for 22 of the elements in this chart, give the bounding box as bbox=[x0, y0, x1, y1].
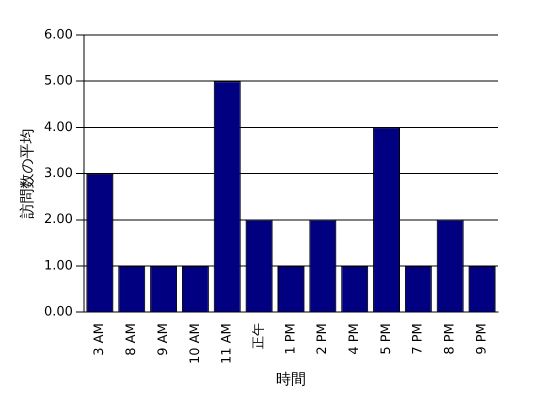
x-axis-title: 時間 bbox=[276, 370, 306, 388]
x-tick-label: 7 PM bbox=[410, 323, 426, 355]
y-tick-label: 6.00 bbox=[44, 27, 73, 42]
y-tick-label: 5.00 bbox=[44, 74, 73, 89]
y-tick-label: 4.00 bbox=[44, 120, 73, 135]
x-tick-label: 8 AM bbox=[124, 323, 140, 356]
x-tick-label: 正午 bbox=[251, 323, 266, 350]
x-tick-label: 2 PM bbox=[315, 323, 330, 355]
x-tick-label: 10 AM bbox=[188, 323, 203, 364]
y-tick-label: 0.00 bbox=[44, 304, 73, 320]
x-tick-label: 11 AM bbox=[220, 323, 235, 364]
x-tick-label: 3 AM bbox=[92, 323, 108, 356]
x-tick-label: 8 PM bbox=[442, 323, 458, 355]
y-axis-title: 訪問数の平均 bbox=[18, 128, 36, 219]
x-tick-label: 5 PM bbox=[378, 323, 394, 355]
y-tick-label: 1.00 bbox=[44, 258, 73, 274]
y-tick-label: 2.00 bbox=[44, 212, 73, 228]
x-tick-label: 9 AM bbox=[156, 323, 171, 356]
x-tick-label: 4 PM bbox=[347, 323, 362, 355]
x-tick-label: 1 PM bbox=[283, 323, 298, 355]
x-tick-label: 9 PM bbox=[474, 323, 490, 355]
y-tick-label: 3.00 bbox=[44, 166, 73, 181]
